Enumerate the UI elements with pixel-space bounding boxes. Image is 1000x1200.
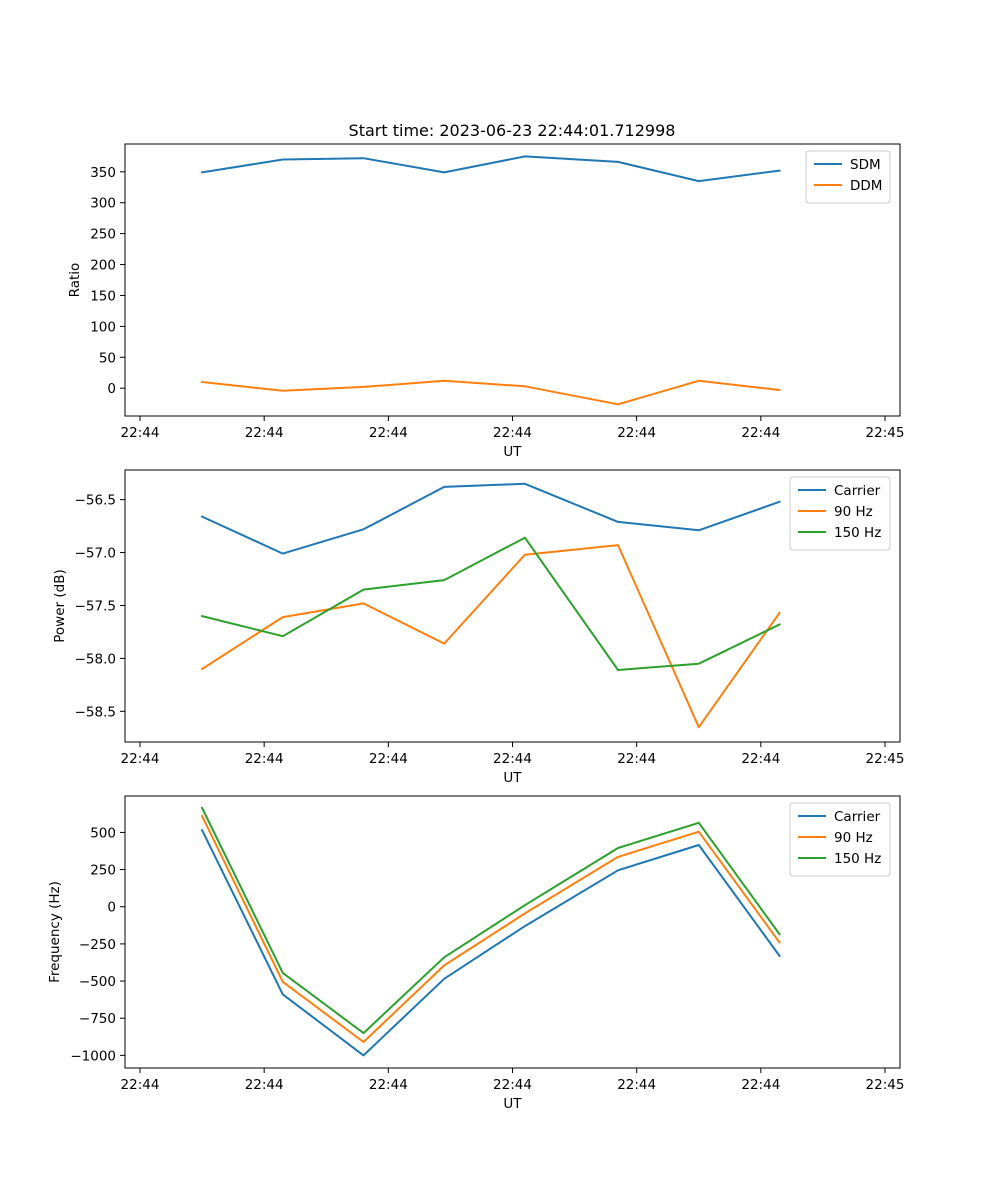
y-tick-label: 300 [90, 196, 116, 212]
x-tick-label: 22:44 [617, 751, 656, 767]
x-tick-label: 22:44 [369, 751, 408, 767]
y-tick-label: 250 [90, 227, 116, 243]
series-line-90-hz [200, 814, 781, 1043]
series-line-sdm [200, 155, 781, 183]
x-tick-label: 22:45 [866, 425, 905, 441]
y-tick-label: 350 [90, 165, 116, 181]
y-tick-label: 0 [107, 381, 116, 397]
y-tick-label: 50 [99, 350, 116, 366]
x-tick-label: 22:44 [245, 425, 284, 441]
x-tick-label: 22:44 [369, 1077, 408, 1093]
series-line-carrier [200, 482, 781, 555]
y-tick-label: −500 [79, 974, 116, 990]
x-tick-label: 22:44 [741, 1077, 780, 1093]
series-line-150-hz [200, 536, 781, 671]
legend-label: DDM [850, 178, 882, 194]
series-line-ddm [200, 379, 781, 406]
y-tick-label: −58.5 [75, 704, 116, 720]
legend-label: Carrier [834, 483, 881, 499]
y-tick-label: −57.5 [75, 598, 116, 614]
y-axis-label: Frequency (Hz) [47, 881, 63, 983]
chart-panel-2: 22:44 22:44 22:44 22:44 22:44 22:44 22:45 −58.5… [52, 469, 905, 786]
series-line-150-hz [200, 806, 781, 1035]
x-tick-label: 22:44 [493, 425, 532, 441]
x-tick-label: 22:44 [617, 425, 656, 441]
x-axis-label: UT [503, 770, 522, 786]
legend: Carrier 90 Hz 150 Hz [789, 802, 891, 877]
legend-label: 90 Hz [834, 830, 873, 846]
x-tick-label: 22:44 [121, 1077, 160, 1093]
y-tick-label: 150 [90, 288, 116, 304]
y-tick-label: −58.0 [75, 651, 116, 667]
x-tick-label: 22:44 [741, 425, 780, 441]
legend-label: 90 Hz [834, 504, 873, 520]
x-axis-label: UT [503, 1096, 522, 1112]
x-tick-label: 22:44 [493, 751, 532, 767]
x-tick-label: 22:44 [245, 751, 284, 767]
x-tick-label: 22:44 [121, 425, 160, 441]
x-tick-label: 22:44 [121, 751, 160, 767]
x-tick-label: 22:44 [245, 1077, 284, 1093]
x-tick-label: 22:45 [866, 1077, 905, 1093]
legend: Carrier 90 Hz 150 Hz [789, 476, 891, 551]
y-tick-label: 0 [107, 900, 116, 916]
y-tick-label: 100 [90, 319, 116, 335]
x-tick-label: 22:44 [369, 425, 408, 441]
chart-panel-3: 22:44 22:44 22:44 22:44 22:44 22:44 22:45 −1000… [47, 795, 905, 1112]
chart-panel-1: 22:44 22:44 22:44 22:44 22:44 22:44 22:45 0 50 10… [67, 143, 905, 460]
figure-title: Start time: 2023-06-23 22:44:01.712998 [349, 121, 676, 140]
chart-panels: 22:44 22:44 22:44 22:44 22:44 22:44 22:45 0 50 10… [47, 143, 905, 1112]
y-axis-label: Power (dB) [52, 569, 68, 642]
legend-label: SDM [850, 157, 881, 173]
legend-label: 150 Hz [834, 525, 881, 541]
y-tick-label: 250 [90, 863, 116, 879]
y-axis-label: Ratio [67, 263, 83, 298]
x-axis-label: UT [503, 444, 522, 460]
series-line-carrier [200, 828, 781, 1057]
x-tick-label: 22:44 [741, 751, 780, 767]
legend-label: 150 Hz [834, 851, 881, 867]
y-tick-label: 500 [90, 825, 116, 841]
y-tick-label: 200 [90, 258, 116, 274]
x-tick-label: 22:44 [493, 1077, 532, 1093]
y-tick-label: −1000 [70, 1048, 116, 1064]
x-tick-label: 22:44 [617, 1077, 656, 1093]
series-line-90-hz [200, 544, 781, 729]
x-tick-label: 22:45 [866, 751, 905, 767]
legend: SDM DDM [805, 150, 891, 204]
y-tick-label: −750 [79, 1011, 116, 1027]
y-tick-label: −57.0 [75, 546, 116, 562]
y-tick-label: −250 [79, 937, 116, 953]
legend-label: Carrier [834, 809, 881, 825]
y-tick-label: −56.5 [75, 493, 116, 509]
